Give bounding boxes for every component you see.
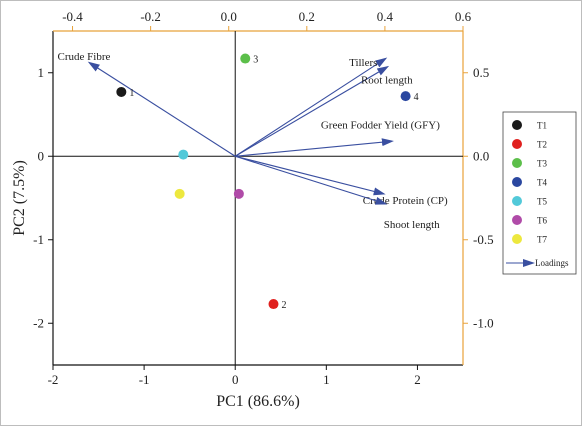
loading-label-root-length: Root length [361, 75, 413, 87]
top-tick-label: -0.2 [140, 9, 161, 24]
legend-label-t4: T4 [537, 178, 547, 188]
top-tick-label: 0.0 [221, 9, 237, 24]
score-point-t6 [233, 188, 244, 199]
y-tick-label: 1 [38, 65, 45, 80]
y-tick-label: -1 [33, 232, 44, 247]
x-tick-label: 1 [323, 372, 330, 387]
loading-label-green-fodder-yield-gfy: Green Fodder Yield (GFY) [321, 120, 440, 132]
x-axis-label: PC1 (86.6%) [216, 393, 300, 410]
score-point-label: 1 [129, 88, 134, 99]
legend-label-t6: T6 [537, 216, 547, 226]
legend-marker-t4 [512, 177, 522, 187]
legend-loadings-label: Loadings [535, 258, 569, 268]
score-point-label: 3 [253, 55, 258, 66]
score-point-t7 [174, 188, 185, 199]
y-tick-label: -2 [33, 315, 44, 330]
score-point-label: 4 [414, 92, 419, 103]
legend-label-t2: T2 [537, 140, 547, 150]
x-tick-label: 2 [414, 372, 421, 387]
loading-arrow-root-length [234, 65, 390, 157]
score-point-t1 [116, 86, 127, 97]
legend-marker-t6 [512, 215, 522, 225]
score-point-t4 [400, 91, 411, 102]
loading-arrow-crude-protein-cp [235, 155, 386, 196]
legend-marker-t3 [512, 158, 522, 168]
loading-arrow-crude-fibre [87, 61, 236, 157]
top-tick-label: 0.4 [377, 9, 394, 24]
legend-label-t1: T1 [537, 121, 547, 131]
loading-label-tillers: Tillers [349, 57, 377, 69]
right-tick-label: 0.5 [473, 65, 489, 80]
y-tick-label: 0 [38, 148, 45, 163]
score-point-t5 [178, 149, 189, 160]
y-axis-label: PC2 (7.5%) [11, 160, 28, 236]
loading-arrow-tillers [234, 57, 388, 157]
legend-marker-t2 [512, 139, 522, 149]
legend-marker-t5 [512, 196, 522, 206]
legend-label-t7: T7 [537, 235, 547, 245]
legend-marker-t1 [512, 120, 522, 130]
right-tick-label: -0.5 [473, 232, 494, 247]
legend-marker-t7 [512, 234, 522, 244]
score-point-t2 [268, 299, 279, 310]
x-tick-label: 0 [232, 372, 239, 387]
top-tick-label: 0.2 [299, 9, 315, 24]
right-tick-label: 0.0 [473, 148, 489, 163]
top-tick-label: 0.6 [455, 9, 472, 24]
legend-label-t3: T3 [537, 159, 547, 169]
top-tick-label: -0.4 [62, 9, 83, 24]
score-point-label: 2 [281, 300, 286, 311]
score-point-t3 [240, 53, 251, 64]
loading-arrow-shoot-length [235, 155, 388, 205]
right-tick-label: -1.0 [473, 315, 494, 330]
x-tick-label: -1 [139, 372, 150, 387]
legend-box [502, 111, 577, 275]
legend-label-t5: T5 [537, 197, 547, 207]
loading-arrow-green-fodder-yield-gfy [235, 138, 394, 157]
x-tick-label: -2 [48, 372, 59, 387]
loading-label-shoot-length: Shoot length [384, 219, 440, 231]
loading-label-crude-fibre: Crude Fibre [58, 51, 111, 63]
